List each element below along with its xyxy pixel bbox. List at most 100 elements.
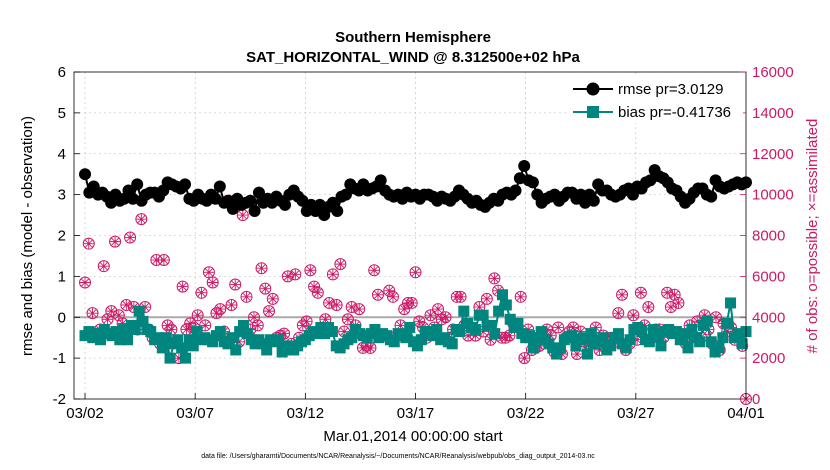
obs-assimilated-point <box>346 302 357 313</box>
obs-possible-point <box>86 307 99 320</box>
bias-point <box>458 305 470 317</box>
obs-assimilated-point <box>369 265 380 276</box>
bias-point <box>582 348 594 360</box>
obs-assimilated-point <box>384 285 395 296</box>
bias-point <box>446 338 458 350</box>
obs-possible-point <box>304 264 317 277</box>
series-rmse <box>79 160 752 222</box>
obs-assimilated-point <box>181 324 192 335</box>
obs-possible-point <box>266 292 279 305</box>
bias-point <box>187 340 199 352</box>
y-tick-label-right: 8000 <box>752 228 785 245</box>
obs-assimilated-point <box>433 304 444 315</box>
legend: rmse pr=3.0129 bias pr=-0.41736 <box>567 77 743 123</box>
bias-point <box>524 330 536 342</box>
obs-assimilated-point <box>635 287 646 298</box>
obs-possible-point <box>240 290 253 303</box>
bias-point <box>721 317 733 329</box>
obs-assimilated-point <box>312 287 323 298</box>
y-axis-right: 0 2000 4000 6000 8000 10000 12000 14000 16000 <box>740 64 794 408</box>
obs-possible-point <box>82 237 95 250</box>
obs-possible-point <box>488 272 501 285</box>
bias-point <box>311 328 323 340</box>
obs-assimilated-point <box>140 302 151 313</box>
legend-rmse-marker <box>586 82 600 96</box>
bias-point <box>551 348 563 360</box>
obs-possible-point <box>368 264 381 277</box>
rmse-point <box>248 204 261 217</box>
obs-assimilated-point <box>125 232 136 243</box>
obs-possible-point <box>664 301 677 314</box>
obs-possible-point <box>229 278 242 291</box>
obs-assimilated-point <box>519 353 530 364</box>
bias-point <box>415 334 427 346</box>
bias-point <box>145 326 157 338</box>
obs-possible-point <box>296 319 309 332</box>
bias-point <box>156 342 168 354</box>
bias-point <box>94 334 106 346</box>
bias-point <box>152 332 164 344</box>
obs-assimilated-point <box>523 324 534 335</box>
bias-point <box>261 344 273 356</box>
bias-point <box>237 319 249 331</box>
y-tick-label-right: 6000 <box>752 268 785 285</box>
y-tick-label-right: 10000 <box>752 187 794 204</box>
obs-possible-point <box>371 288 384 301</box>
obs-assimilated-point <box>203 267 214 278</box>
y-tick-label-left: -1 <box>53 350 66 367</box>
bias-point <box>183 334 195 346</box>
bias-point <box>122 334 134 346</box>
bias-point <box>713 342 725 354</box>
rmse-point <box>509 184 522 197</box>
obs-assimilated-point <box>286 338 297 349</box>
bias-point <box>643 336 655 348</box>
rmse-point <box>518 160 531 173</box>
obs-possible-point <box>206 276 219 289</box>
obs-assimilated-point <box>571 349 582 360</box>
obs-possible-point <box>255 262 268 275</box>
y-axis-left-label: rmse and bias (model - observation) <box>19 116 36 356</box>
y-tick-label-left: 0 <box>58 309 66 326</box>
bias-point <box>496 289 508 301</box>
obs-assimilated-point <box>260 283 271 294</box>
obs-assimilated-point <box>113 310 124 321</box>
obs-possible-point <box>341 313 354 326</box>
rmse-point <box>526 176 539 189</box>
obs-assimilated-point <box>643 302 654 313</box>
obs-possible-point <box>214 303 227 316</box>
y-tick-label-left: 5 <box>58 105 66 122</box>
y-tick-label-left: 2 <box>58 228 66 245</box>
bias-point <box>234 326 246 338</box>
bias-point <box>636 326 648 338</box>
bias-point <box>427 330 439 342</box>
obs-assimilated-point <box>249 312 260 323</box>
obs-assimilated-point <box>545 330 556 341</box>
obs-assimilated-point <box>301 316 312 327</box>
obs-possible-point <box>210 307 223 320</box>
obs-possible-point <box>161 319 174 332</box>
x-tick-label: 03/02 <box>66 405 104 422</box>
obs-assimilated-point <box>83 238 94 249</box>
bias-point <box>678 328 690 340</box>
bias-point <box>160 332 172 344</box>
obs-assimilated-point <box>121 299 132 310</box>
x-tick-label: 03/12 <box>287 405 325 422</box>
obs-assimilated-point <box>692 316 703 327</box>
bias-point <box>319 328 331 340</box>
bias-point <box>620 342 632 354</box>
x-axis: 03/02 03/07 03/12 03/17 03/22 03/27 04/01 <box>66 393 765 422</box>
bias-point <box>230 344 242 356</box>
obs-possible-point <box>225 298 238 311</box>
obs-possible-point <box>642 301 655 314</box>
obs-possible-point <box>135 213 148 226</box>
rmse-point <box>213 180 226 193</box>
obs-possible-point <box>334 258 347 271</box>
obs-assimilated-point <box>406 297 417 308</box>
obs-assimilated-point <box>342 314 353 325</box>
obs-assimilated-point <box>710 312 721 323</box>
obs-assimilated-point <box>200 320 211 331</box>
obs-possible-point <box>191 309 204 322</box>
y-tick-label-right: 4000 <box>752 309 785 326</box>
bias-point <box>701 315 713 327</box>
obs-possible-point <box>259 282 272 295</box>
